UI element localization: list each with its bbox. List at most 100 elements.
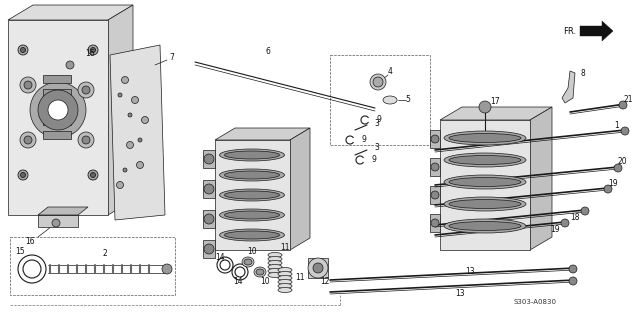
Bar <box>308 258 328 278</box>
Text: 18: 18 <box>570 212 580 222</box>
Circle shape <box>162 264 172 274</box>
Circle shape <box>313 263 323 273</box>
Ellipse shape <box>444 131 526 145</box>
Bar <box>8 20 108 215</box>
Bar <box>203 180 215 198</box>
Circle shape <box>370 74 386 90</box>
Circle shape <box>431 135 439 143</box>
Bar <box>43 131 71 139</box>
Circle shape <box>128 113 132 117</box>
Text: 11: 11 <box>280 244 290 252</box>
Ellipse shape <box>225 151 280 159</box>
Circle shape <box>122 77 129 84</box>
Text: 19: 19 <box>550 225 560 234</box>
Circle shape <box>118 93 122 97</box>
Circle shape <box>217 257 233 273</box>
Text: 5: 5 <box>406 95 410 105</box>
Circle shape <box>24 136 32 144</box>
Circle shape <box>619 101 627 109</box>
Text: 9: 9 <box>372 156 376 164</box>
Ellipse shape <box>220 189 285 201</box>
Circle shape <box>614 164 622 172</box>
Bar <box>330 55 430 145</box>
Ellipse shape <box>444 197 526 211</box>
Circle shape <box>90 47 95 52</box>
Text: 17: 17 <box>490 98 500 107</box>
Circle shape <box>131 96 138 103</box>
Ellipse shape <box>449 177 521 186</box>
Polygon shape <box>8 5 133 20</box>
Ellipse shape <box>449 199 521 209</box>
Ellipse shape <box>444 175 526 189</box>
Circle shape <box>20 77 36 93</box>
Text: 12: 12 <box>320 278 330 287</box>
Bar <box>215 140 290 250</box>
Ellipse shape <box>225 211 280 219</box>
Ellipse shape <box>278 275 292 280</box>
Circle shape <box>82 86 90 94</box>
Ellipse shape <box>220 209 285 221</box>
Circle shape <box>479 101 491 113</box>
Bar <box>430 158 440 176</box>
Text: 8: 8 <box>580 68 586 78</box>
Circle shape <box>220 260 230 270</box>
Polygon shape <box>110 45 165 220</box>
Ellipse shape <box>278 280 292 285</box>
Ellipse shape <box>444 219 526 233</box>
Circle shape <box>127 142 134 149</box>
Ellipse shape <box>278 287 292 293</box>
Circle shape <box>569 265 577 273</box>
Bar <box>203 240 215 258</box>
Ellipse shape <box>449 222 521 231</box>
Polygon shape <box>290 128 310 250</box>
Text: 11: 11 <box>295 273 305 282</box>
Circle shape <box>18 45 28 55</box>
Text: 9: 9 <box>376 115 381 125</box>
Polygon shape <box>440 107 552 120</box>
Ellipse shape <box>268 257 282 261</box>
Text: 4: 4 <box>388 67 392 77</box>
Text: 16: 16 <box>85 50 95 59</box>
Bar <box>440 120 530 250</box>
Text: 13: 13 <box>455 288 465 298</box>
Bar <box>430 214 440 232</box>
Circle shape <box>204 214 214 224</box>
Text: 14: 14 <box>233 278 243 287</box>
Circle shape <box>136 162 143 169</box>
Polygon shape <box>562 71 575 103</box>
Ellipse shape <box>444 153 526 167</box>
Ellipse shape <box>220 169 285 181</box>
Ellipse shape <box>449 156 521 164</box>
Ellipse shape <box>268 273 282 278</box>
Ellipse shape <box>268 252 282 258</box>
Text: 1: 1 <box>614 121 620 129</box>
Ellipse shape <box>254 267 266 277</box>
Text: FR.: FR. <box>563 26 576 36</box>
Circle shape <box>561 219 569 227</box>
Ellipse shape <box>268 265 282 269</box>
Ellipse shape <box>278 272 292 276</box>
Circle shape <box>20 172 26 177</box>
Text: 16: 16 <box>25 238 35 246</box>
Circle shape <box>232 264 248 280</box>
Circle shape <box>18 255 46 283</box>
Ellipse shape <box>225 231 280 239</box>
Circle shape <box>123 168 127 172</box>
Bar <box>10 237 175 295</box>
Text: 3: 3 <box>374 119 380 128</box>
Bar <box>43 117 71 125</box>
Bar <box>203 150 215 168</box>
Circle shape <box>431 191 439 199</box>
Ellipse shape <box>278 284 292 288</box>
Text: 14: 14 <box>215 253 225 262</box>
Circle shape <box>18 170 28 180</box>
Polygon shape <box>108 5 133 215</box>
Text: 2: 2 <box>102 250 108 259</box>
Ellipse shape <box>278 267 292 273</box>
Bar <box>430 186 440 204</box>
Text: 10: 10 <box>247 247 257 257</box>
Polygon shape <box>215 128 310 140</box>
Circle shape <box>138 138 142 142</box>
Ellipse shape <box>268 260 282 266</box>
Text: 3: 3 <box>374 143 380 153</box>
